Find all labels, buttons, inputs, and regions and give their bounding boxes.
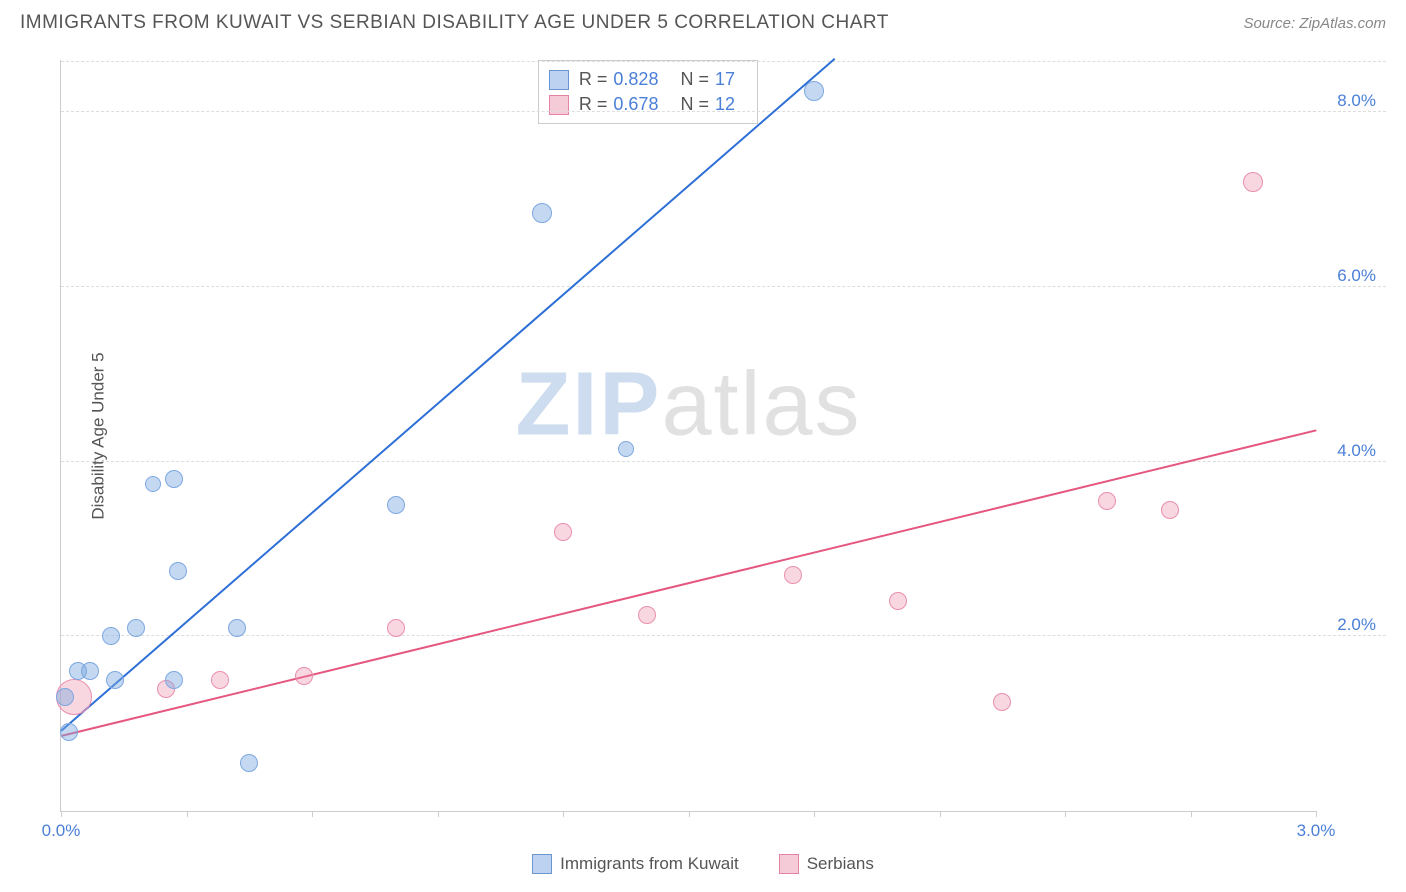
- kuwait-point: [56, 688, 74, 706]
- stat-legend: R = 0.828 N = 17 R = 0.678 N = 12: [538, 60, 758, 124]
- kuwait-point: [240, 754, 258, 772]
- x-tick: [563, 811, 564, 817]
- kuwait-point: [165, 470, 183, 488]
- x-tick: [689, 811, 690, 817]
- kuwait-point: [127, 619, 145, 637]
- trend-line: [60, 58, 835, 732]
- y-tick-label: 2.0%: [1337, 615, 1376, 635]
- serbians-point: [993, 693, 1011, 711]
- kuwait-n-value: 17: [715, 67, 735, 92]
- kuwait-point: [106, 671, 124, 689]
- x-tick: [814, 811, 815, 817]
- x-tick: [438, 811, 439, 817]
- serbians-point: [889, 592, 907, 610]
- stat-legend-row-serbians: R = 0.678 N = 12: [549, 92, 747, 117]
- x-tick-label: 0.0%: [42, 821, 81, 841]
- serbians-point: [554, 523, 572, 541]
- r-label: R =: [579, 67, 608, 92]
- kuwait-r-value: 0.828: [613, 67, 658, 92]
- source-label: Source: ZipAtlas.com: [1243, 15, 1386, 32]
- legend-label-serbians: Serbians: [807, 854, 874, 874]
- kuwait-point: [387, 496, 405, 514]
- x-tick: [1316, 811, 1317, 817]
- legend-label-kuwait: Immigrants from Kuwait: [560, 854, 739, 874]
- y-tick-label: 8.0%: [1337, 91, 1376, 111]
- x-tick: [940, 811, 941, 817]
- n-label: N =: [680, 92, 709, 117]
- swatch-kuwait-icon: [549, 70, 569, 90]
- swatch-serbians-icon: [779, 854, 799, 874]
- r-label: R =: [579, 92, 608, 117]
- serbians-point: [638, 606, 656, 624]
- serbians-point: [211, 671, 229, 689]
- gridline: [61, 286, 1386, 287]
- serbians-point: [1243, 172, 1263, 192]
- x-tick: [1191, 811, 1192, 817]
- kuwait-point: [165, 671, 183, 689]
- kuwait-point: [804, 81, 824, 101]
- y-tick-label: 6.0%: [1337, 266, 1376, 286]
- trend-line: [61, 429, 1316, 737]
- serbians-point: [295, 667, 313, 685]
- x-tick: [312, 811, 313, 817]
- swatch-kuwait-icon: [532, 854, 552, 874]
- serbians-n-value: 12: [715, 92, 735, 117]
- legend-item-serbians: Serbians: [779, 854, 874, 874]
- x-tick: [61, 811, 62, 817]
- plot-region: ZIPatlas R = 0.828 N = 17 R = 0.678 N = …: [60, 60, 1316, 812]
- serbians-point: [1098, 492, 1116, 510]
- x-tick: [187, 811, 188, 817]
- gridline: [61, 61, 1386, 62]
- serbians-point: [1161, 501, 1179, 519]
- serbians-point: [784, 566, 802, 584]
- bottom-legend: Immigrants from Kuwait Serbians: [0, 854, 1406, 874]
- stat-legend-row-kuwait: R = 0.828 N = 17: [549, 67, 747, 92]
- kuwait-point: [60, 723, 78, 741]
- gridline: [61, 635, 1386, 636]
- chart-area: Disability Age Under 5 ZIPatlas R = 0.82…: [50, 50, 1386, 822]
- legend-item-kuwait: Immigrants from Kuwait: [532, 854, 739, 874]
- y-tick-label: 4.0%: [1337, 441, 1376, 461]
- gridline: [61, 111, 1386, 112]
- kuwait-point: [102, 627, 120, 645]
- watermark-atlas: atlas: [661, 355, 861, 455]
- kuwait-point: [169, 562, 187, 580]
- x-tick: [1065, 811, 1066, 817]
- kuwait-point: [81, 662, 99, 680]
- kuwait-point: [228, 619, 246, 637]
- kuwait-point: [618, 441, 634, 457]
- serbians-r-value: 0.678: [613, 92, 658, 117]
- kuwait-point: [145, 476, 161, 492]
- watermark-zip: ZIP: [515, 355, 661, 455]
- chart-title: IMMIGRANTS FROM KUWAIT VS SERBIAN DISABI…: [20, 12, 889, 34]
- n-label: N =: [680, 67, 709, 92]
- watermark: ZIPatlas: [515, 354, 861, 457]
- x-tick-label: 3.0%: [1297, 821, 1336, 841]
- serbians-point: [387, 619, 405, 637]
- kuwait-point: [532, 203, 552, 223]
